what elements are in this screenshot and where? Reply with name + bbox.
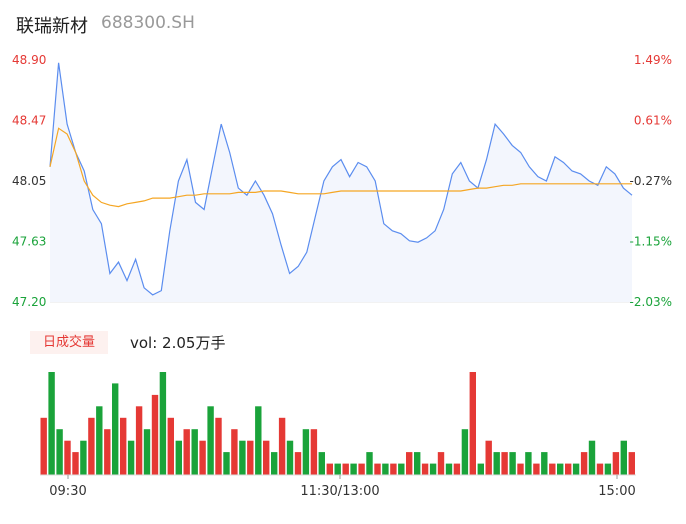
volume-bar xyxy=(120,417,127,475)
volume-bar xyxy=(406,452,413,475)
volume-bar xyxy=(596,463,604,475)
volume-bar xyxy=(628,452,635,475)
volume-bar xyxy=(612,452,620,475)
volume-bar xyxy=(151,394,159,475)
volume-bar xyxy=(191,429,198,475)
volume-bar xyxy=(326,463,333,475)
volume-bar xyxy=(414,452,421,475)
x-axis-label: 11:30/13:00 xyxy=(300,484,379,499)
volume-bar xyxy=(278,417,286,475)
volume-bar xyxy=(588,440,596,475)
volume-bar xyxy=(366,452,373,475)
volume-badge: 日成交量 xyxy=(30,331,108,354)
volume-bar xyxy=(143,429,151,475)
price-area xyxy=(50,62,632,302)
volume-bar xyxy=(541,452,548,475)
volume-bar xyxy=(549,463,556,475)
volume-bar xyxy=(223,452,230,475)
volume-bar xyxy=(159,372,167,475)
volume-bar xyxy=(286,440,294,475)
volume-bar xyxy=(390,463,397,475)
volume-bar xyxy=(96,406,103,475)
volume-bar xyxy=(350,463,357,475)
volume-bar xyxy=(620,440,627,475)
volume-bar xyxy=(509,452,516,475)
volume-bar xyxy=(461,429,469,475)
x-axis-label: 15:00 xyxy=(598,484,635,499)
volume-bar xyxy=(429,463,437,475)
y-axis-right-label: 0.61% xyxy=(634,114,672,128)
y-axis-left-label: 47.20 xyxy=(12,295,46,309)
volume-bar xyxy=(48,372,55,475)
volume-bar xyxy=(501,452,508,475)
volume-bar xyxy=(64,440,71,475)
volume-bar xyxy=(255,406,262,475)
volume-bar xyxy=(104,429,111,475)
volume-bar xyxy=(40,417,47,475)
y-axis-right-label: -1.15% xyxy=(630,235,672,249)
volume-bar xyxy=(398,463,405,475)
volume-bar xyxy=(135,406,143,475)
volume-bar xyxy=(445,463,453,475)
volume-bar xyxy=(382,463,389,475)
volume-bar xyxy=(318,452,325,475)
volume-bar xyxy=(453,463,461,475)
volume-bar xyxy=(477,463,484,475)
volume-bar xyxy=(239,440,246,475)
volume-bar xyxy=(342,463,349,475)
y-axis-right-label: -0.27% xyxy=(630,174,672,188)
volume-bar xyxy=(580,452,588,475)
y-axis-left-label: 48.90 xyxy=(12,53,46,67)
y-axis-left-label: 47.63 xyxy=(12,235,46,249)
volume-bar xyxy=(199,440,206,475)
volume-bar xyxy=(167,417,174,475)
volume-bar xyxy=(469,372,476,475)
volume-bar xyxy=(80,440,87,475)
volume-bar xyxy=(175,440,182,475)
volume-label: vol: 2.05万手 xyxy=(130,334,226,352)
y-axis-right-label: -2.03% xyxy=(630,295,672,309)
average-price-line xyxy=(49,127,632,208)
volume-bar xyxy=(517,463,524,475)
volume-bar xyxy=(525,452,532,475)
volume-bar xyxy=(88,417,95,475)
volume-bar xyxy=(493,452,500,475)
y-axis-left-label: 48.47 xyxy=(12,114,46,128)
volume-bar xyxy=(358,463,365,475)
stock-name: 联瑞新材 xyxy=(16,16,88,37)
volume-bar xyxy=(374,463,381,475)
x-axis-label: 09:30 xyxy=(49,484,86,499)
volume-bar xyxy=(72,452,79,475)
volume-bar xyxy=(310,429,318,475)
volume-bar xyxy=(421,463,429,475)
stock-code: 688300.SH xyxy=(101,13,195,33)
volume-bar xyxy=(127,440,135,475)
volume-bar xyxy=(557,463,564,475)
volume-bar xyxy=(56,429,63,475)
volume-bar xyxy=(572,463,580,475)
volume-bar xyxy=(604,463,612,475)
volume-bar xyxy=(231,429,238,475)
volume-bar xyxy=(302,429,310,475)
volume-bar xyxy=(247,440,254,475)
volume-bar xyxy=(485,440,492,475)
volume-bar xyxy=(294,452,302,475)
volume-bar xyxy=(183,429,190,475)
volume-bar xyxy=(215,417,222,475)
volume-bar xyxy=(112,383,119,475)
volume-bar xyxy=(271,452,278,475)
volume-bar xyxy=(207,406,214,475)
volume-bar xyxy=(565,463,572,475)
volume-bar xyxy=(437,452,445,475)
volume-bar xyxy=(334,463,341,475)
volume-bar xyxy=(533,463,540,475)
y-axis-right-label: 1.49% xyxy=(634,53,672,67)
price-line xyxy=(49,62,633,296)
y-axis-left-label: 48.05 xyxy=(12,174,46,188)
volume-bar xyxy=(263,440,270,475)
